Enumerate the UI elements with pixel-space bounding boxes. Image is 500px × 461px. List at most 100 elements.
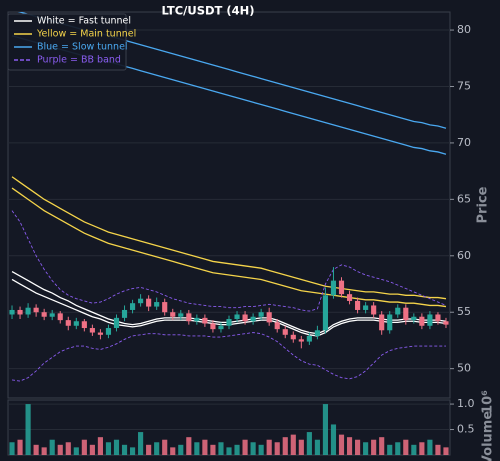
candle-body bbox=[314, 330, 320, 336]
volume-bar bbox=[33, 444, 39, 455]
y-tick-label: 60 bbox=[457, 249, 471, 262]
legend: White = Fast tunnel Yellow = Main tunnel B… bbox=[7, 13, 136, 71]
candle-body bbox=[387, 314, 393, 331]
legend-label: Purple = BB band bbox=[37, 55, 121, 66]
volume-bar bbox=[226, 447, 232, 455]
candle-body bbox=[129, 303, 136, 310]
candle-body bbox=[57, 313, 63, 321]
volume-bar bbox=[97, 437, 103, 455]
y-tick-label: 55 bbox=[457, 305, 471, 318]
volume-bar bbox=[49, 439, 55, 455]
candle-body bbox=[105, 328, 112, 335]
volume-bar bbox=[371, 439, 377, 455]
volume-bar bbox=[17, 439, 23, 455]
volume-bar bbox=[73, 447, 79, 455]
y-tick-label: 50 bbox=[457, 362, 471, 375]
candle-body bbox=[41, 312, 47, 317]
volume-bar bbox=[250, 442, 256, 455]
y-tick-label: 1.0 bbox=[457, 397, 475, 410]
volume-bar bbox=[387, 444, 393, 455]
candle-body bbox=[162, 302, 168, 313]
volume-scale-label: 10⁶ bbox=[481, 390, 496, 414]
candle-body bbox=[178, 313, 184, 317]
candle-body bbox=[266, 312, 272, 323]
candle-body bbox=[379, 314, 385, 331]
y-tick-label: 75 bbox=[457, 79, 471, 92]
volume-bar bbox=[41, 447, 47, 455]
candle-body bbox=[298, 339, 304, 342]
volume-bar bbox=[65, 442, 71, 455]
candles bbox=[9, 267, 449, 349]
candle-body bbox=[435, 314, 441, 322]
volume-bar bbox=[322, 404, 329, 455]
volume-bar bbox=[403, 439, 409, 455]
volume-bar bbox=[113, 439, 120, 455]
y-tick-label: 0.5 bbox=[457, 423, 475, 436]
candle-body bbox=[338, 280, 345, 295]
candle-body bbox=[322, 295, 329, 331]
candle-body bbox=[306, 335, 312, 342]
candle-body bbox=[194, 317, 200, 322]
volume-bar bbox=[9, 442, 15, 455]
candle-body bbox=[33, 307, 39, 313]
candle-body bbox=[234, 314, 240, 319]
candle-body bbox=[411, 316, 417, 321]
candle-body bbox=[290, 334, 296, 340]
tunnel-line bbox=[11, 176, 447, 300]
candle-body bbox=[282, 329, 288, 335]
volume-bar bbox=[121, 444, 128, 455]
y-axis-label: Price bbox=[476, 186, 491, 223]
legend-label: White = Fast tunnel bbox=[37, 16, 131, 27]
volume-bar bbox=[105, 442, 112, 455]
volume-bar bbox=[138, 432, 144, 455]
tunnel-line bbox=[11, 332, 446, 382]
chart-title: LTC/USDT (4H) bbox=[161, 4, 254, 18]
volume-bar bbox=[290, 434, 296, 455]
price-panel bbox=[7, 11, 451, 399]
volume-bar bbox=[57, 444, 63, 455]
candle-body bbox=[258, 312, 264, 317]
volume-bar bbox=[435, 444, 441, 455]
volume-bar bbox=[355, 439, 361, 455]
volume-bar bbox=[25, 404, 31, 455]
volume-bar bbox=[202, 439, 208, 455]
volume-bar bbox=[81, 439, 87, 455]
candle-body bbox=[186, 313, 192, 322]
volume-bar bbox=[154, 442, 160, 455]
tunnel-line bbox=[11, 187, 447, 308]
volume-bar bbox=[234, 444, 240, 455]
candle-body bbox=[443, 321, 449, 325]
candle-body bbox=[49, 313, 55, 317]
legend-label: Blue = Slow tunnel bbox=[37, 42, 128, 53]
volume-bar bbox=[379, 437, 385, 455]
volume-bar bbox=[411, 444, 417, 455]
tunnel-line bbox=[11, 210, 447, 312]
y-tick-label: 70 bbox=[457, 136, 471, 149]
volume-bar bbox=[419, 442, 425, 455]
candle-body bbox=[97, 332, 103, 335]
volume-bar bbox=[274, 442, 280, 455]
candle-body bbox=[226, 318, 232, 326]
volume-bar bbox=[210, 444, 216, 455]
candle-body bbox=[170, 312, 176, 317]
candle-body bbox=[121, 309, 128, 318]
volume-bar bbox=[346, 437, 353, 455]
candle-body bbox=[371, 305, 377, 315]
y-tick-label: 65 bbox=[457, 192, 471, 205]
volume-bar bbox=[178, 444, 184, 455]
volume-bar bbox=[282, 437, 288, 455]
volume-bar bbox=[186, 437, 192, 455]
volume-bar bbox=[89, 444, 95, 455]
candle-body bbox=[138, 298, 144, 304]
candle-body bbox=[202, 317, 208, 324]
volume-bar bbox=[395, 442, 401, 455]
candle-body bbox=[395, 307, 401, 315]
volume-bar bbox=[306, 432, 312, 455]
candle-body bbox=[218, 325, 224, 330]
candle-body bbox=[154, 302, 160, 307]
candle-body bbox=[146, 298, 152, 307]
volume-bar bbox=[363, 442, 369, 455]
ticks: 50 55 60 65 70 75 80 0.5 1.0 bbox=[450, 23, 475, 436]
volume-bar bbox=[170, 447, 176, 455]
candle-body bbox=[330, 280, 337, 296]
